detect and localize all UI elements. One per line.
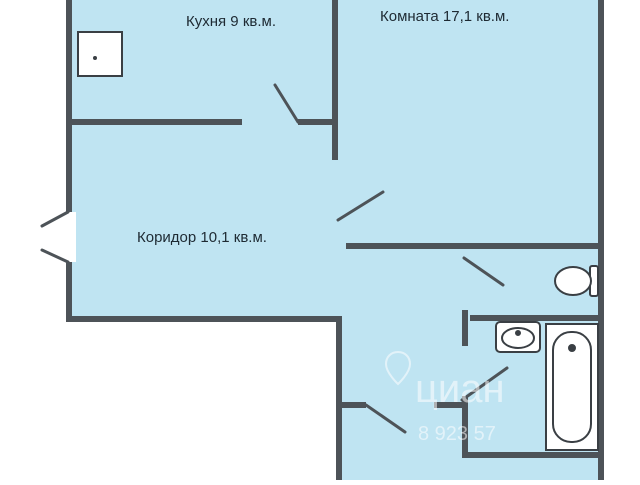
wall-bath-bottom	[462, 452, 598, 458]
walls	[66, 0, 604, 480]
floor-hall-lower	[338, 248, 470, 480]
wall-left-upper	[66, 0, 72, 212]
wall-bath-left-stub	[462, 310, 468, 346]
kitchen-label: Кухня 9 кв.м.	[186, 13, 276, 30]
watermark-subtext: 8 923 57	[418, 423, 496, 445]
wall-room-bottom	[346, 243, 602, 249]
watermark: циан 8 923 57	[384, 350, 505, 445]
doors	[273, 83, 509, 434]
bathtub-icon	[545, 323, 599, 451]
door-hall-bottom	[364, 403, 407, 434]
door-wc	[462, 256, 505, 287]
wall-bath-left-lower	[462, 396, 468, 456]
sink-icon	[495, 321, 541, 353]
entrance-opening	[62, 212, 76, 262]
wall-hall-left	[336, 316, 342, 480]
wall-kitchen-room-divider	[332, 0, 338, 160]
wall-corridor-bottom	[66, 316, 342, 322]
entrance-door	[40, 210, 76, 264]
corridor-label: Коридор 10,1 кв.м.	[137, 229, 267, 246]
watermark-text: циан	[415, 367, 505, 411]
toilet-icon	[554, 265, 599, 297]
floor-areas	[70, 0, 602, 480]
door-room	[336, 190, 385, 222]
shower-icon	[77, 31, 123, 77]
room-label: Комната 17,1 кв.м.	[380, 8, 510, 25]
door-bathroom	[460, 366, 509, 402]
entrance-leaf-top	[40, 210, 70, 228]
wall-hall-stub-right	[434, 402, 462, 408]
wall-hall-stub-left	[342, 402, 366, 408]
wall-wc-bottom	[470, 315, 598, 321]
entrance-leaf-bottom	[40, 248, 70, 264]
wall-right	[598, 0, 604, 480]
floor-bottom-strip	[338, 455, 602, 480]
wall-kitchen-bottom-right	[298, 119, 338, 125]
wall-kitchen-bottom-left	[72, 119, 242, 125]
location-pin-icon	[384, 350, 412, 386]
wall-left-lower	[66, 262, 72, 322]
door-kitchen	[273, 83, 300, 124]
